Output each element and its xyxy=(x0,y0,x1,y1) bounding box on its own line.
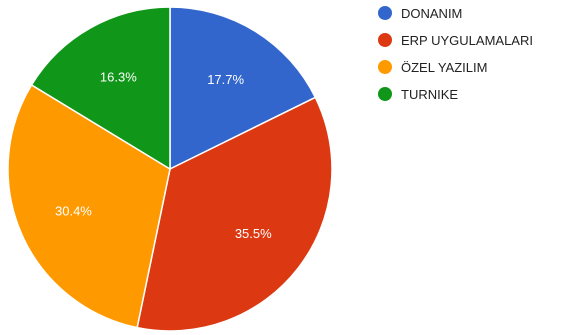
legend-item-turnike[interactable]: TURNIKE xyxy=(378,85,573,103)
slice-value-label-erp-uygulamalari: 35.5% xyxy=(235,226,272,241)
slice-value-label-turnike: 16.3% xyxy=(100,70,137,85)
pie-slice-erp-uygulamalari[interactable] xyxy=(136,96,333,332)
slice-value-label-donanim: 17.7% xyxy=(207,72,244,87)
legend-label-donanim: DONANIM xyxy=(401,5,463,21)
legend-label-erp-uygulamalari: ERP UYGULAMALARI xyxy=(401,32,533,48)
legend-swatch-ozel-yazilim xyxy=(378,60,392,74)
legend-label-ozel-yazilim: ÖZEL YAZILIM xyxy=(401,59,488,75)
legend-swatch-donanim xyxy=(378,6,392,20)
pie-slice-ozel-yazilim[interactable] xyxy=(7,83,171,329)
chart-legend: DONANIM ERP UYGULAMALARI ÖZEL YAZILIM TU… xyxy=(378,4,573,112)
pie-slice-donanim[interactable] xyxy=(169,6,317,171)
legend-swatch-erp-uygulamalari xyxy=(378,33,392,47)
slice-value-label-ozel-yazilim: 30.4% xyxy=(55,204,92,219)
legend-item-donanim[interactable]: DONANIM xyxy=(378,4,573,22)
legend-item-ozel-yazilim[interactable]: ÖZEL YAZILIM xyxy=(378,58,573,76)
legend-label-turnike: TURNIKE xyxy=(401,86,459,102)
legend-swatch-turnike xyxy=(378,87,392,101)
legend-item-erp-uygulamalari[interactable]: ERP UYGULAMALARI xyxy=(378,31,573,49)
pie-slice-turnike[interactable] xyxy=(30,6,171,171)
